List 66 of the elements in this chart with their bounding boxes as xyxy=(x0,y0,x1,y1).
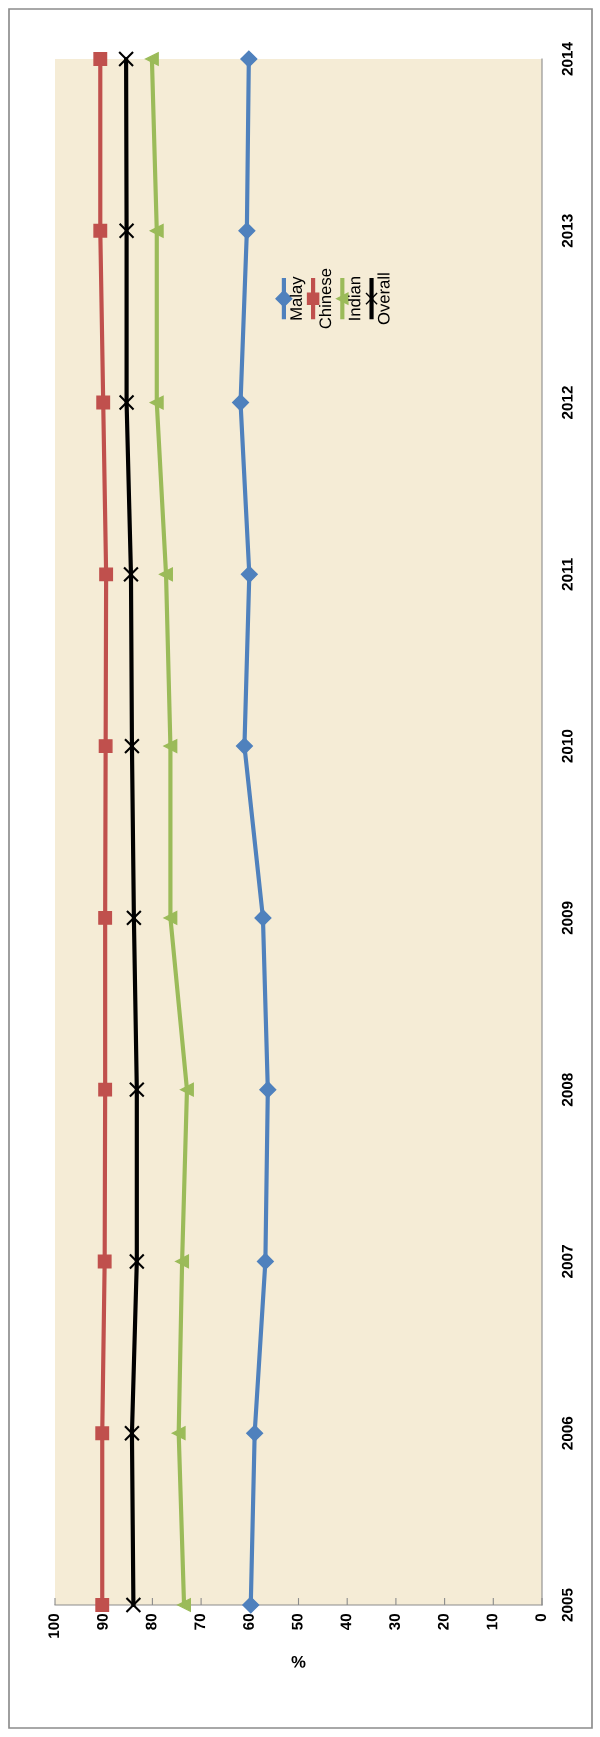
x-tick-label: 30 xyxy=(389,1613,401,1630)
y-tick-label: 2006 xyxy=(561,1416,573,1450)
point xyxy=(171,1426,186,1441)
point xyxy=(98,1082,113,1097)
point xyxy=(122,566,139,583)
point xyxy=(98,739,113,754)
point xyxy=(96,395,111,410)
point xyxy=(163,910,178,925)
y-tick-label: 2009 xyxy=(561,901,573,935)
x-tick-label: 10 xyxy=(486,1613,498,1630)
point xyxy=(254,909,272,927)
y-tick-label: 2007 xyxy=(561,1245,573,1278)
legend-label: Malay xyxy=(289,276,306,320)
point xyxy=(231,394,250,412)
x-tick-label: 100 xyxy=(48,1613,60,1638)
point xyxy=(235,737,253,755)
legend-label: Chinese xyxy=(318,268,332,329)
point xyxy=(163,739,178,754)
point xyxy=(125,909,142,926)
legend-label: Indian xyxy=(348,277,361,320)
point xyxy=(180,1082,194,1097)
point xyxy=(175,1254,190,1269)
x-tick-label: 20 xyxy=(437,1613,449,1630)
x-tick-label: 0 xyxy=(535,1613,547,1622)
y-tick-label: 2013 xyxy=(561,214,573,248)
point xyxy=(97,1254,112,1269)
point xyxy=(93,223,108,238)
point xyxy=(246,1424,264,1442)
point xyxy=(95,1598,110,1612)
point xyxy=(123,1425,140,1442)
point xyxy=(128,1081,145,1098)
x-tick-label: 70 xyxy=(194,1613,206,1630)
point xyxy=(128,1253,145,1270)
point xyxy=(159,567,173,582)
x-tick-label: 60 xyxy=(243,1613,254,1630)
point xyxy=(95,1426,110,1441)
point xyxy=(125,1597,142,1613)
y-tick-label: 2014 xyxy=(561,42,573,76)
point xyxy=(177,1598,192,1612)
point xyxy=(238,222,256,240)
point xyxy=(123,738,140,755)
y-tick-label: 2005 xyxy=(561,1588,573,1622)
point xyxy=(256,1252,274,1270)
x-axis-title: % xyxy=(291,1655,306,1668)
point xyxy=(93,52,108,66)
point xyxy=(98,910,113,925)
point xyxy=(149,395,164,410)
y-tick-label: 2010 xyxy=(561,729,573,763)
point xyxy=(99,567,114,582)
point xyxy=(118,222,135,239)
x-tick-label: 50 xyxy=(291,1613,303,1630)
point xyxy=(149,223,164,238)
point xyxy=(259,1081,277,1099)
point xyxy=(240,50,258,68)
point xyxy=(242,1596,260,1614)
point xyxy=(144,52,159,66)
point xyxy=(240,565,258,583)
y-tick-label: 2012 xyxy=(561,386,573,420)
x-tick-label: 40 xyxy=(340,1613,352,1631)
y-tick-label: 2011 xyxy=(561,558,573,591)
point xyxy=(118,51,135,67)
x-tick-label: 80 xyxy=(145,1613,157,1630)
legend-label: Overall xyxy=(377,273,390,325)
point xyxy=(118,394,135,411)
y-tick-label: 2008 xyxy=(561,1073,573,1107)
x-tick-label: 90 xyxy=(96,1613,108,1630)
